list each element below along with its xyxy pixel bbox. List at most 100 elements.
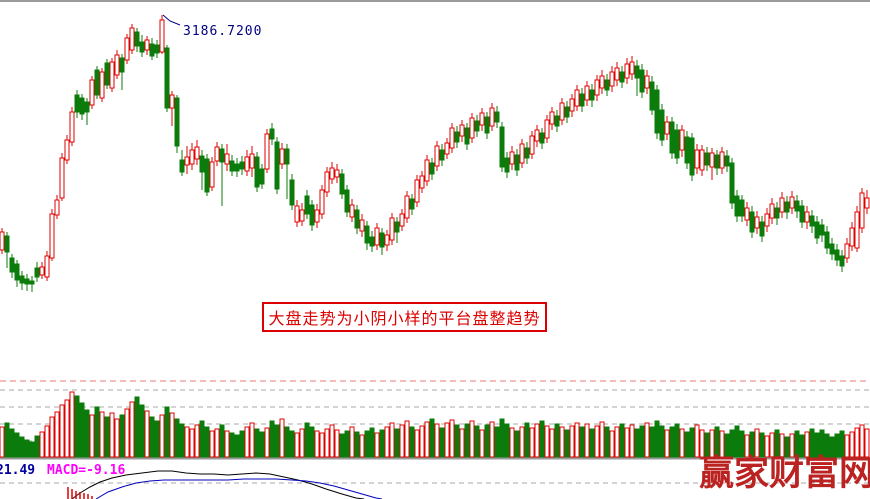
volume-bar xyxy=(499,418,505,458)
volume-bar xyxy=(584,423,590,458)
macd-dif-line xyxy=(71,470,365,499)
volume-bar xyxy=(804,431,810,458)
candlestick xyxy=(274,141,280,190)
volume-bar xyxy=(579,426,585,458)
volume-bar xyxy=(359,434,365,458)
candlestick xyxy=(304,195,310,215)
candlestick xyxy=(284,148,290,165)
volume-bar xyxy=(819,429,825,458)
volume-bar xyxy=(624,427,630,458)
volume-bar xyxy=(79,402,85,458)
volume-bar xyxy=(489,421,495,458)
candlestick xyxy=(14,263,20,281)
volume-bar xyxy=(779,433,785,458)
volume-bar xyxy=(384,426,390,458)
candlestick xyxy=(184,156,190,166)
candlestick xyxy=(399,213,405,227)
volume-bar xyxy=(0,426,5,458)
volume-bar xyxy=(179,423,185,458)
volume-bar xyxy=(404,420,410,458)
candlestick xyxy=(839,255,845,267)
volume-bar xyxy=(704,432,710,458)
volume-bar xyxy=(374,432,380,458)
peak-price-label: 3186.7200 xyxy=(183,24,263,39)
candlestick xyxy=(29,280,35,285)
volume-bar xyxy=(224,430,230,458)
candlestick xyxy=(224,153,230,165)
volume-bar xyxy=(604,426,610,458)
candlestick xyxy=(764,213,770,227)
candlestick xyxy=(744,207,750,221)
volume-bar xyxy=(69,391,75,458)
candlestick xyxy=(659,109,665,141)
volume-bar xyxy=(684,431,690,458)
candlestick xyxy=(289,179,295,206)
candlestick xyxy=(479,112,485,126)
candlestick xyxy=(264,133,270,170)
volume-bar xyxy=(259,431,265,458)
volume-bar xyxy=(49,416,55,458)
candlestick xyxy=(464,127,470,145)
volume-bar xyxy=(349,426,355,458)
candlestick xyxy=(294,205,300,223)
candlestick xyxy=(859,192,865,229)
candlestick xyxy=(89,79,95,106)
volume-bar xyxy=(64,399,70,458)
volume-bar xyxy=(139,404,145,458)
candlestick xyxy=(754,216,760,229)
candlestick xyxy=(24,278,30,285)
volume-bar xyxy=(14,432,20,458)
volume-bar xyxy=(229,432,235,458)
candlestick xyxy=(739,199,745,217)
volume-bar xyxy=(834,433,840,458)
volume-bar xyxy=(119,414,125,458)
candlestick xyxy=(254,156,260,188)
volume-bar xyxy=(699,429,705,458)
volume-bar xyxy=(784,436,790,458)
volume-bar xyxy=(504,423,510,458)
volume-bar xyxy=(149,416,155,458)
candlestick xyxy=(589,89,595,101)
candlestick xyxy=(229,160,235,172)
candlestick xyxy=(359,219,365,232)
volume-bar xyxy=(449,419,455,458)
candlestick xyxy=(724,155,730,167)
candlestick xyxy=(514,154,520,171)
candlestick xyxy=(119,57,125,73)
candlestick xyxy=(244,156,250,172)
candlestick xyxy=(339,173,345,195)
candlestick xyxy=(429,162,435,175)
volume-bar xyxy=(769,432,775,458)
volume-bar xyxy=(599,421,605,458)
volume-bar xyxy=(554,423,560,458)
volume-bar xyxy=(829,436,835,458)
volume-bar xyxy=(364,430,370,458)
volume-bar xyxy=(199,420,205,458)
candlestick xyxy=(719,151,725,169)
candlestick xyxy=(549,111,555,125)
candlestick xyxy=(364,225,370,244)
candlestick xyxy=(609,71,615,87)
candlestick xyxy=(379,232,385,248)
candlestick xyxy=(44,255,50,278)
candlestick xyxy=(154,44,160,54)
volume-bar xyxy=(189,428,195,458)
candlestick xyxy=(414,179,420,203)
annotation-box: 大盘走势为小阴小样的平台盘整趋势 xyxy=(262,302,547,332)
candlestick xyxy=(649,81,655,111)
volume-bar xyxy=(59,404,65,458)
volume-bar xyxy=(529,427,535,458)
candlestick xyxy=(124,37,130,61)
volume-bar xyxy=(334,429,340,458)
candlestick xyxy=(114,54,120,76)
volume-bar xyxy=(764,435,770,458)
candlestick xyxy=(864,197,870,209)
watermark-text: 赢家财富网 xyxy=(699,453,870,494)
volume-bar xyxy=(574,422,580,458)
volume-bar xyxy=(399,424,405,458)
candlestick xyxy=(179,159,185,173)
volume-bar xyxy=(539,420,545,458)
candlestick xyxy=(584,85,590,101)
volume-bar xyxy=(564,429,570,458)
candlestick xyxy=(794,200,800,212)
